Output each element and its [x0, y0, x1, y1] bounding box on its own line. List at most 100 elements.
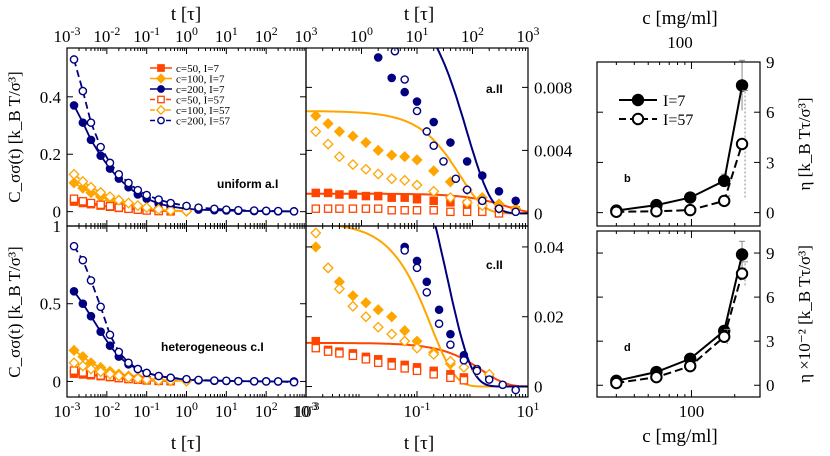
panel-c_II: 10-3 10-1 101 0 0.02 0.04 c.II: [293, 225, 564, 421]
data-point: [434, 319, 444, 329]
data-point: [78, 118, 88, 127]
data-point: [323, 204, 333, 213]
data-point: [386, 149, 398, 161]
data-point: [735, 267, 749, 280]
data-point: [610, 376, 623, 390]
data-point: [69, 241, 79, 251]
panel-b: 0 3 6 9 b I=7 I=57: [596, 53, 775, 227]
data-point: [347, 158, 359, 171]
data-point: [234, 205, 243, 215]
data-point: [386, 328, 398, 340]
data-point: [429, 196, 438, 206]
data-point: [411, 154, 423, 166]
data-point: [477, 196, 487, 206]
data-point: [348, 190, 358, 199]
data-point: [399, 174, 411, 186]
legend-marker: [631, 112, 645, 126]
data-point: [105, 341, 115, 351]
data-point: [428, 185, 440, 197]
data-point: [335, 190, 344, 199]
x-tick-label: 103: [517, 24, 540, 46]
data-point: [333, 151, 346, 163]
y-tick-label: 9: [766, 244, 775, 263]
data-point: [428, 348, 440, 361]
data-point: [412, 256, 422, 266]
x-tick-label: 10-1: [133, 399, 160, 421]
data-point: [422, 288, 432, 297]
data-point: [360, 311, 372, 323]
panel-annotation: heterogeneous c.I: [161, 340, 264, 354]
y-tick-label: 0.008: [534, 78, 572, 97]
plot-frame-b: [596, 61, 761, 227]
data-point: [446, 373, 455, 383]
data-point: [400, 193, 409, 202]
data-point: [459, 375, 469, 385]
data-point: [69, 286, 79, 296]
data-point: [311, 204, 321, 213]
x-tick-label: 101: [406, 24, 429, 46]
x-tick-label: 103: [295, 24, 318, 46]
x-axis-title: t [τ]: [171, 4, 201, 25]
data-point: [717, 194, 731, 208]
data-point: [372, 168, 384, 180]
data-point: [684, 191, 697, 204]
data-point: [210, 204, 219, 214]
data-point: [387, 205, 396, 215]
y-tick-label: 0.2: [40, 145, 61, 164]
data-point: [249, 376, 259, 386]
data-point: [511, 207, 520, 217]
data-point: [429, 370, 438, 379]
data-point: [399, 335, 411, 347]
data-point: [289, 207, 299, 216]
panel-annotation: a.II: [486, 82, 503, 96]
panel-annotation: uniform a.I: [217, 177, 278, 191]
data-point: [77, 175, 89, 188]
data-point: [249, 206, 259, 215]
data-point: [400, 75, 409, 84]
data-point: [360, 297, 372, 309]
panel-a_I: 10-3 10-2 10-1 100 101 102 103 0 0.2 0.4 uniform a…: [40, 24, 318, 227]
data-point: [69, 101, 79, 110]
data-point: [153, 203, 165, 215]
y-tick-label: 6: [766, 103, 775, 122]
data-point: [69, 55, 79, 64]
data-point: [684, 359, 697, 373]
y-tick-label: 0: [766, 204, 775, 223]
data-point: [141, 373, 153, 386]
data-point: [68, 177, 80, 189]
x-tick-label: 101: [215, 24, 238, 46]
data-point: [412, 106, 422, 116]
data-point: [446, 207, 455, 217]
y-tick-label: 6: [766, 288, 775, 307]
x-tick-label: 10-2: [93, 24, 120, 46]
data-point: [373, 358, 383, 368]
data-point: [182, 201, 191, 211]
series-line-0: [616, 254, 744, 382]
data-point: [360, 163, 372, 175]
x-tick-label: 102: [255, 399, 278, 421]
legend-marker: [157, 64, 165, 72]
data-point: [494, 204, 504, 213]
data-point: [96, 142, 105, 152]
data-point: [361, 191, 371, 201]
data-point: [361, 204, 371, 213]
x-tick-label: 103: [295, 399, 318, 421]
data-point: [400, 87, 409, 97]
data-point: [461, 196, 473, 208]
y-tick-label: 3: [766, 332, 775, 351]
data-point: [412, 263, 422, 273]
x-axis-title: t [τ]: [404, 433, 434, 454]
y-tick-label: 0: [534, 378, 543, 397]
data-point: [498, 380, 507, 390]
data-point: [348, 204, 358, 213]
data-point: [347, 290, 359, 302]
data-point: [166, 373, 175, 383]
data-point: [373, 53, 383, 62]
data-point: [412, 205, 422, 215]
legend: I=7 I=57: [619, 93, 693, 129]
data-point: [439, 157, 448, 166]
data-point: [105, 330, 115, 340]
data-point: [154, 371, 163, 381]
data-point: [154, 195, 163, 204]
data-point: [735, 79, 749, 92]
